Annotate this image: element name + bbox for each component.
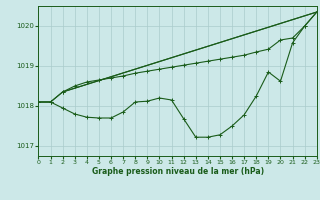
X-axis label: Graphe pression niveau de la mer (hPa): Graphe pression niveau de la mer (hPa): [92, 167, 264, 176]
